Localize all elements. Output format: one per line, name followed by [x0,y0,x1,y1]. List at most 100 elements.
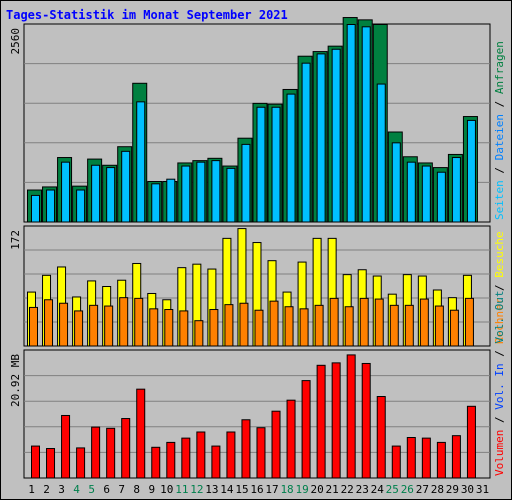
x-tick-label-day-21: 21 [326,483,339,496]
x-tick-label-day-13: 13 [205,483,218,496]
legend-separator: / [493,160,506,180]
bar-rechner-day-25 [389,304,399,347]
bar-volumen-day-3 [61,414,71,479]
bar-rechner-day-2 [44,299,54,347]
bar-volumen-day-22 [346,354,356,479]
bar-seiten-day-30 [466,119,476,223]
bar-volumen-day-11 [181,437,191,479]
x-tick-label-day-9: 9 [148,483,155,496]
bar-seiten-day-16 [256,106,266,223]
legend-anfragen: Anfragen [493,41,506,94]
bar-rechner-day-16 [254,309,264,347]
bar-rechner-day-11 [179,310,189,347]
bar-seiten-day-10 [166,178,176,223]
bar-rechner-day-5 [89,304,99,347]
bar-volumen-day-23 [361,362,371,479]
bar-seiten-day-28 [436,171,446,223]
x-tick-label-day-7: 7 [118,483,125,496]
bar-seiten-day-2 [46,189,56,223]
bar-rechner-day-8 [134,297,144,347]
bar-seiten-day-29 [451,157,461,223]
x-tick-label-day-2: 2 [43,483,50,496]
chart-panels: 2560 Seiten / Dateien / Anfragen 172 Rechne… [9,17,506,479]
bar-rechner-day-15 [239,302,249,347]
bar-rechner-day-30 [464,297,474,347]
x-tick-label-day-3: 3 [58,483,65,496]
x-tick-label-day-5: 5 [88,483,95,496]
x-tick-label-day-24: 24 [371,483,385,496]
bar-volumen-day-18 [286,399,296,479]
bar-volumen-day-28 [436,441,446,479]
right-legend-labels: Volumen / Vol. In / Vol. Out [493,291,506,476]
bar-seiten-day-4 [76,189,86,223]
legend-separator: / [493,278,506,298]
legend-dateien: Dateien [493,114,506,160]
bar-volumen-day-30 [466,405,476,479]
x-tick-label-day-8: 8 [133,483,140,496]
x-tick-label-day-6: 6 [103,483,110,496]
y-axis-max-label: 20.92 MB [9,354,22,407]
bar-seiten-day-11 [181,165,191,223]
bar-rechner-day-26 [404,304,414,347]
bar-seiten-day-27 [421,165,431,223]
bar-volumen-day-29 [451,435,461,479]
bar-seiten-day-7 [121,150,131,223]
bar-rechner-day-22 [344,306,354,347]
legend-vol-out: Vol. Out [493,291,506,344]
bar-volumen-day-16 [256,427,266,479]
bar-seiten-day-22 [346,24,356,223]
bar-volumen-day-15 [241,419,251,479]
bar-seiten-day-9 [151,183,161,223]
bar-volumen-day-26 [406,437,416,479]
bar-volumen-day-8 [136,388,146,479]
bar-seiten-day-13 [211,160,221,223]
bar-volumen-day-20 [316,364,326,479]
legend-vol-in: Vol. In [493,363,506,409]
bar-seiten-day-21 [331,48,341,223]
bar-rechner-day-17 [269,300,279,347]
right-legend-labels: Rechner / Besuche [493,231,506,344]
bar-rechner-day-13 [209,309,219,347]
x-tick-label-day-20: 20 [311,483,324,496]
x-axis-tick-labels: 1 2 3 4 5 6 7 8 9 10 11 12 13 14 15 16 17 18 19 20 21 22 23 24 2… [28,483,489,496]
bar-rechner-day-18 [284,306,294,347]
bar-volumen-day-13 [211,445,221,479]
legend-label-group: Volumen / Vol. In / Vol. Out [493,291,506,476]
bar-volumen-day-6 [106,427,116,479]
bar-seiten-day-25 [391,142,401,223]
bar-rechner-day-27 [419,298,429,347]
legend-label-group: Rechner / Besuche [493,231,506,344]
bar-seiten-day-18 [286,93,296,223]
bar-rechner-day-6 [104,305,114,347]
x-tick-label-day-19: 19 [295,483,308,496]
bar-rechner-day-1 [29,306,38,347]
legend-besuche: Besuche [493,231,506,277]
bar-rechner-day-23 [359,297,369,347]
legend-label-group: Seiten / Dateien / Anfragen [493,41,506,220]
bar-volumen-day-1 [31,445,40,479]
bar-seiten-day-14 [226,167,236,223]
bar-rechner-day-9 [149,308,159,347]
bar-rechner-day-4 [74,310,84,347]
bar-seiten-day-12 [196,161,206,223]
legend-separator: / [493,94,506,114]
x-tick-label-day-26: 26 [401,483,414,496]
x-tick-label-day-29: 29 [446,483,459,496]
bar-volumen-day-17 [271,410,281,479]
x-tick-label-day-18: 18 [280,483,293,496]
x-tick-label-day-14: 14 [220,483,234,496]
bar-seiten-day-1 [31,194,40,223]
bar-volumen-day-24 [376,396,386,479]
bar-seiten-day-26 [406,161,416,223]
bar-rechner-day-12 [194,320,204,347]
bar-volumen-day-19 [301,380,311,479]
legend-seiten: Seiten [493,180,506,220]
bar-seiten-day-20 [316,53,326,223]
x-tick-label-day-16: 16 [250,483,263,496]
bar-volumen-day-5 [91,426,101,479]
bar-seiten-day-6 [106,167,116,223]
bar-volumen-day-7 [121,418,131,479]
bar-seiten-day-3 [61,161,71,223]
x-tick-label-day-12: 12 [190,483,203,496]
legend-rechner: Rechner [493,297,506,344]
